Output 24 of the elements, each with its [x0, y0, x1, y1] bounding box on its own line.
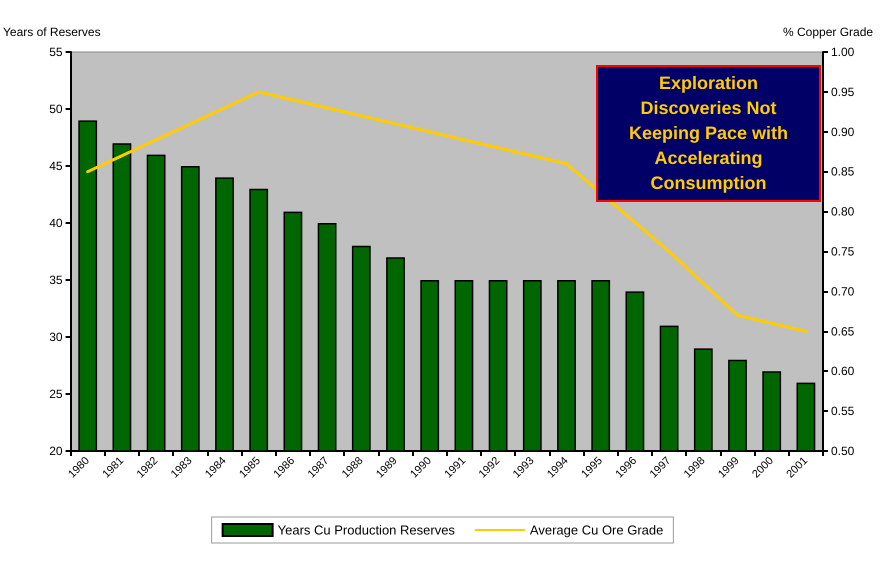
- y-tick-label: 35: [49, 273, 63, 287]
- y2-tick-label: 0.95: [831, 84, 855, 99]
- legend-label: Average Cu Ore Grade: [530, 522, 664, 538]
- legend-label: Years Cu Production Reserves: [278, 522, 456, 538]
- y2-tick-label: 0.55: [831, 404, 855, 418]
- y2-axis-title: % Copper Grade: [783, 25, 874, 39]
- y-tick-label: 50: [49, 102, 63, 116]
- y-tick-label: 45: [49, 159, 63, 173]
- y2-tick-label: 0.70: [831, 284, 855, 298]
- y2-tick-label: 0.80: [831, 204, 855, 219]
- y2-tick-label: 0.75: [831, 244, 855, 258]
- y2-tick-label: 1.00: [831, 45, 855, 59]
- y2-tick-label: 0.50: [831, 444, 855, 458]
- y-axis-title: Years of Reserves: [2, 25, 101, 39]
- y-tick-label: 40: [49, 216, 63, 230]
- y2-tick-label: 0.60: [831, 364, 855, 378]
- y2-tick-label: 0.85: [831, 164, 855, 179]
- y2-tick-label: 0.65: [831, 324, 855, 338]
- y-tick-label: 20: [49, 444, 63, 458]
- y-tick-label: 55: [49, 45, 63, 59]
- y2-tick-label: 0.90: [831, 124, 855, 139]
- note-box: Exploration Discoveries Not Keeping Pace with Accelerating Consumption: [596, 65, 821, 202]
- y-tick-label: 30: [49, 330, 63, 344]
- y-tick-label: 25: [49, 387, 63, 401]
